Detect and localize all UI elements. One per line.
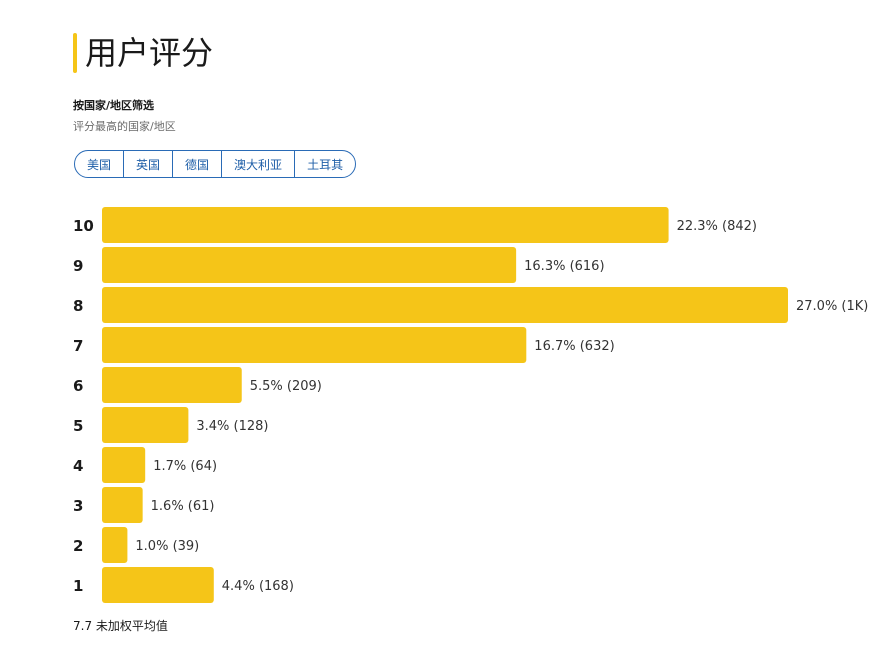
country-tabs: 美国 英国 德国 澳大利亚 土耳其 <box>74 150 357 178</box>
filter-subheading: 评分最高的国家/地区 <box>73 120 176 133</box>
rating-label-1: 1 <box>73 577 83 595</box>
rating-value-label-3: 1.6% (61) <box>151 499 215 514</box>
tab-australia[interactable]: 澳大利亚 <box>221 151 294 177</box>
rating-value-label-4: 1.7% (64) <box>153 459 217 474</box>
rating-value-label-6: 5.5% (209) <box>250 379 322 394</box>
rating-value-label-8: 27.0% (1K) <box>796 299 868 314</box>
rating-bar-10[interactable] <box>102 207 669 243</box>
rating-bar-8[interactable] <box>102 287 788 323</box>
rating-label-4: 4 <box>73 457 83 475</box>
rating-label-10: 10 <box>73 217 94 235</box>
rating-bar-1[interactable] <box>102 567 214 603</box>
tab-turkey[interactable]: 土耳其 <box>294 151 355 177</box>
average-rating: 7.7 未加权平均值 <box>73 619 168 633</box>
rating-bar-2[interactable] <box>102 527 128 563</box>
rating-value-label-5: 3.4% (128) <box>196 419 268 434</box>
rating-bar-5[interactable] <box>102 407 189 443</box>
title-accent-bar <box>73 33 77 73</box>
rating-bar-7[interactable] <box>102 327 527 363</box>
rating-value-label-2: 1.0% (39) <box>135 539 199 554</box>
filter-heading: 按国家/地区筛选 <box>73 99 155 112</box>
rating-label-3: 3 <box>73 497 83 515</box>
rating-label-5: 5 <box>73 417 83 435</box>
tab-uk[interactable]: 英国 <box>123 151 172 177</box>
rating-value-label-7: 16.7% (632) <box>534 339 614 354</box>
rating-bar-3[interactable] <box>102 487 143 523</box>
page-title-text: 用户评分 <box>85 34 214 72</box>
rating-label-9: 9 <box>73 257 83 275</box>
rating-bar-4[interactable] <box>102 447 146 483</box>
rating-label-7: 7 <box>73 337 83 355</box>
rating-value-label-1: 4.4% (168) <box>222 579 294 594</box>
rating-value-label-10: 22.3% (842) <box>677 219 757 234</box>
rating-bar-9[interactable] <box>102 247 517 283</box>
rating-bar-6[interactable] <box>102 367 242 403</box>
tab-usa[interactable]: 美国 <box>87 157 112 172</box>
rating-label-6: 6 <box>73 377 83 395</box>
tab-germany[interactable]: 德国 <box>172 151 221 177</box>
page-title: 用户评分 <box>73 32 213 74</box>
rating-value-label-9: 16.3% (616) <box>524 259 604 274</box>
rating-label-2: 2 <box>73 537 83 555</box>
rating-label-8: 8 <box>73 297 83 315</box>
